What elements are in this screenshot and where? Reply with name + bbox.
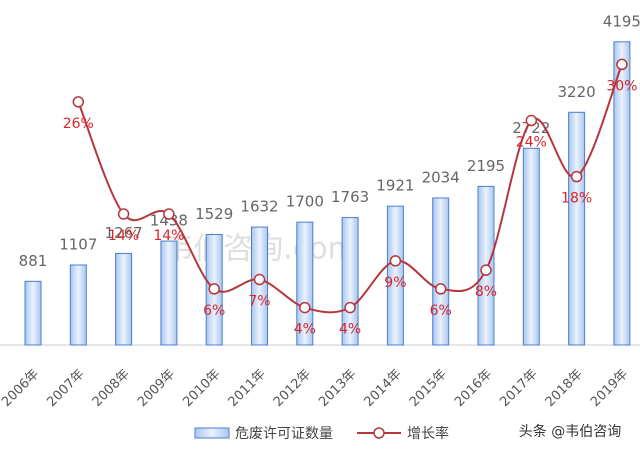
bar-label: 881: [19, 252, 48, 270]
bar-label: 1632: [240, 198, 278, 216]
bar: [160, 240, 178, 346]
line-marker: [299, 301, 311, 314]
bar-label: 2195: [467, 157, 505, 175]
line-label: 8%: [475, 284, 497, 300]
x-tick-label: 2009年: [135, 367, 178, 410]
line-marker: [344, 301, 356, 314]
x-tick-label: 2006年: [0, 367, 42, 410]
line-marker: [389, 255, 402, 267]
line-marker: [253, 273, 266, 286]
line-label: 9%: [384, 275, 406, 291]
line-marker: [208, 283, 220, 295]
source: 头条 @韦伯咨询: [519, 423, 621, 440]
bar: [115, 252, 133, 346]
line-marker: [434, 283, 447, 295]
bar-label: 4195: [603, 12, 640, 30]
bar-label: 3220: [558, 83, 596, 101]
line-label: 6%: [203, 303, 225, 319]
x-tick-label: 2017年: [497, 367, 540, 410]
legend-swatch: [194, 427, 230, 439]
x-tick-label: 2013年: [316, 367, 359, 410]
bar: [296, 221, 314, 346]
x-tick-label: 2018年: [543, 367, 586, 410]
line-label: 6%: [430, 303, 452, 319]
bar: [24, 280, 42, 346]
line-marker: [525, 114, 538, 127]
bar-label: 1763: [331, 188, 369, 206]
legend-label: 增长率: [407, 425, 449, 442]
x-tick-label: 2007年: [44, 367, 87, 410]
bar: [341, 217, 359, 346]
line-marker: [570, 170, 583, 183]
bar: [613, 41, 631, 346]
bar: [522, 147, 540, 346]
line-label: 7%: [248, 294, 270, 310]
x-tick-label: 2019年: [588, 367, 631, 410]
line-label: 24%: [516, 135, 547, 151]
bar: [69, 264, 87, 346]
x-tick-label: 2010年: [180, 367, 223, 410]
line-label: 4%: [294, 322, 316, 338]
line-label: 18%: [561, 191, 592, 207]
bar-label: 2034: [422, 168, 460, 186]
x-tick-label: 2012年: [271, 367, 314, 410]
line-marker: [616, 58, 628, 71]
bar: [251, 226, 268, 346]
x-tick-label: 2011年: [226, 367, 269, 410]
line-label: 30%: [606, 78, 637, 94]
line-label: 14%: [108, 228, 139, 244]
bar: [568, 111, 586, 346]
bar-label: 1921: [376, 177, 414, 195]
line-marker: [117, 208, 130, 220]
line-label: 14%: [153, 228, 184, 244]
bar: [386, 205, 404, 346]
x-tick-label: 2016年: [452, 367, 495, 410]
line-label: 4%: [339, 322, 361, 338]
bar-label: 1700: [286, 193, 324, 211]
x-tick-label: 2015年: [407, 367, 450, 410]
line-marker: [163, 208, 175, 220]
legend-label: 危废许可证数量: [235, 426, 333, 442]
x-tick-label: 2014年: [362, 367, 405, 410]
line-marker: [72, 96, 85, 108]
legend-swatch: [373, 427, 385, 439]
bar: [432, 197, 450, 346]
bar-label: 1107: [59, 235, 97, 253]
bar-label: 1267: [105, 224, 143, 242]
bar-label: 1529: [195, 205, 233, 223]
line-label: 26%: [63, 116, 94, 132]
x-tick-label: 2008年: [90, 367, 133, 410]
line-marker: [480, 264, 492, 276]
